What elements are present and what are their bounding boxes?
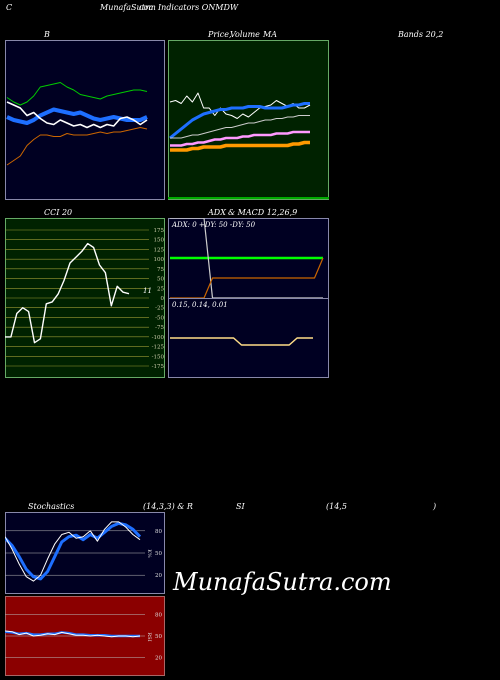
cci-last-label: 11 bbox=[143, 287, 152, 295]
stochastics-series-1 bbox=[5, 521, 141, 582]
stochastics-tick-label: 80 bbox=[155, 529, 162, 535]
rsi-series-label: RSI bbox=[146, 632, 152, 641]
cci-tick-label: 175 bbox=[154, 228, 165, 234]
bollinger-series-0 bbox=[6, 82, 148, 106]
bands-title: Bands 20,2 bbox=[398, 30, 444, 39]
cci-tick-label: -75 bbox=[155, 325, 164, 331]
macd-chart: 0.15, 0.14, 0.01 bbox=[168, 298, 329, 378]
rsi-tick-label: 80 bbox=[155, 612, 162, 618]
rsi-close: ) bbox=[433, 502, 437, 511]
cci-tick-label: 0 bbox=[161, 296, 165, 302]
macd-series-0 bbox=[170, 337, 313, 346]
macd-title: & MACD 12,26,9 bbox=[228, 208, 298, 217]
cci-tick-label: -50 bbox=[155, 315, 164, 321]
price-ma-series-4 bbox=[170, 140, 310, 152]
rsi-chart: 80 50 20 RSI bbox=[5, 596, 165, 676]
corner-label: C bbox=[6, 3, 13, 12]
cci-title: CCI 20 bbox=[44, 208, 73, 217]
adx-chart: ADX: 0 +DY: 50 -DY: 50 bbox=[168, 218, 329, 299]
cci-tick-label: 125 bbox=[154, 247, 165, 253]
stochastics-tick-label: 50 bbox=[155, 551, 162, 557]
page-title: Indicators ONMDW bbox=[158, 3, 239, 12]
stochastics-series-0 bbox=[5, 521, 142, 581]
bollinger-series-2 bbox=[6, 101, 148, 129]
price-ma-chart bbox=[168, 40, 329, 200]
cci-tick-label: -125 bbox=[152, 345, 165, 351]
cci-tick-label: 75 bbox=[157, 267, 164, 273]
rsi-params: (14,5 bbox=[326, 502, 347, 511]
cci-tick-label: -150 bbox=[152, 354, 165, 360]
site-overlap-text: com bbox=[139, 3, 156, 12]
stoch-params: (14,3,3) & R bbox=[143, 502, 193, 511]
cci-chart: 175 150 125 100 75 50 25 0 -25 -50 -75 -100 -125 -150… bbox=[5, 218, 165, 378]
adx-title: ADX bbox=[208, 208, 226, 217]
cci-tick-label: -175 bbox=[152, 364, 165, 370]
stochastics-chart: 80 50 20 K% bbox=[5, 512, 165, 594]
rsi-tick-label: 20 bbox=[155, 656, 162, 662]
cci-tick-label: -100 bbox=[152, 335, 165, 341]
site-name: MunafaSutra bbox=[100, 3, 154, 12]
rsi-series-1 bbox=[5, 630, 141, 638]
price-ma-series-1 bbox=[169, 102, 310, 140]
bollinger-series-1 bbox=[6, 107, 148, 125]
bollinger-chart bbox=[5, 40, 165, 200]
cci-tick-label: 25 bbox=[157, 286, 164, 292]
cci-tick-label: 150 bbox=[154, 238, 165, 244]
stochastics-series-label: K% bbox=[146, 549, 152, 558]
watermark: MunafaSutra.com bbox=[173, 568, 392, 596]
cci-tick-label: -25 bbox=[155, 306, 164, 312]
rsi-tick-label: 50 bbox=[155, 634, 162, 640]
bollinger-series-3 bbox=[6, 127, 148, 166]
price-ma-series-2 bbox=[170, 115, 310, 139]
cci-tick-label: 50 bbox=[157, 277, 164, 283]
ma-title: MA bbox=[263, 30, 277, 39]
cci-series-0 bbox=[5, 242, 130, 344]
volume-title: Volume bbox=[230, 30, 260, 39]
stochastics-tick-label: 20 bbox=[155, 573, 162, 579]
adx-values-label: ADX: 0 +DY: 50 -DY: 50 bbox=[171, 221, 256, 229]
cci-tick-label: 100 bbox=[154, 257, 165, 263]
price-ma-series-3 bbox=[170, 130, 310, 147]
rsi-title: SI bbox=[236, 502, 245, 511]
bollinger-title: B bbox=[44, 30, 50, 39]
stoch-title: Stochastics bbox=[28, 502, 75, 511]
macd-values-label: 0.15, 0.14, 0.01 bbox=[172, 301, 228, 309]
price-title: Price, bbox=[208, 30, 232, 39]
